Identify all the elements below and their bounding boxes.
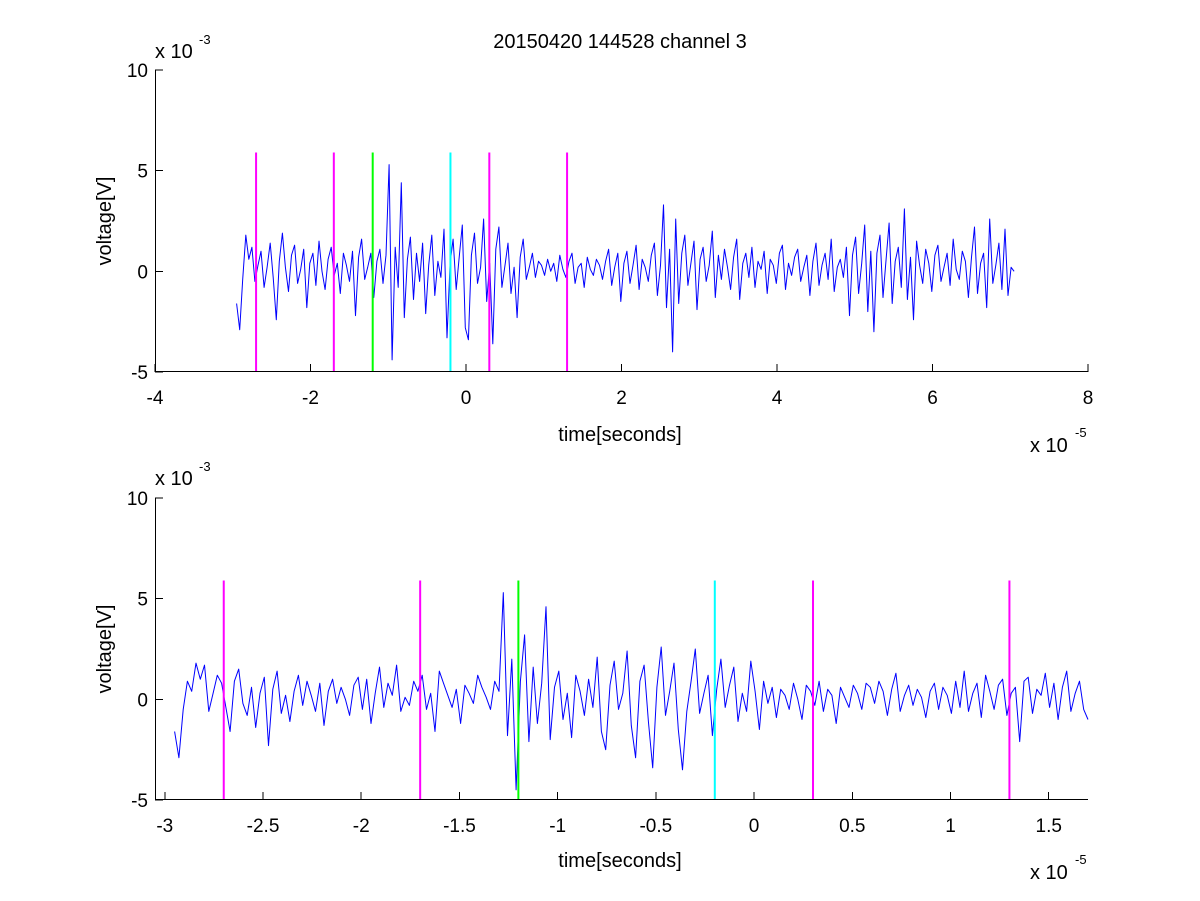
x-tick-label: -1.5 [443,816,476,837]
x-tick-label: 0 [461,388,472,409]
plot-area [174,592,1089,791]
x-exponent-base: x 10 [1030,435,1068,457]
x-tick-label: -0.5 [639,816,672,837]
y-tick-label: 5 [137,590,148,611]
y-exponent-power: -3 [199,32,211,47]
x-exponent-label: x 10 -5 [1030,852,1087,884]
axes-frame [155,498,1088,800]
x-tick-label: 0.5 [839,816,865,837]
top-subplot: 20150420 144528 channel 3 x 10 -3 -4 -2 0 2… [94,31,1093,457]
x-exponent-label: x 10 -5 [1030,425,1087,457]
x-tick-label: 6 [927,388,938,409]
y-exponent-power: -3 [199,459,211,474]
x-tick-label: 8 [1083,388,1094,409]
voltage-trace-line [236,164,1015,361]
event-markers [255,152,569,372]
x-tick-label: 1.5 [1036,816,1062,837]
x-tick-label: -2 [353,816,370,837]
y-exponent-label: x 10 -3 [155,459,211,490]
y-tick-label: 10 [127,489,148,510]
x-tick-label: 2 [616,388,627,409]
x-tick-label: -1 [549,816,566,837]
plot-area [236,164,1015,361]
y-tick-label: 5 [137,162,148,183]
axis-ticks: -4 -2 0 2 4 6 8 -5 0 5 10 [127,61,1093,409]
x-tick-label: -3 [156,816,173,837]
x-tick-label: -2.5 [247,816,280,837]
x-tick-label: 0 [749,816,760,837]
y-axis-title: voltage[V] [94,177,116,266]
x-axis-title: time[seconds] [558,850,681,872]
y-tick-label: 0 [137,690,148,711]
event-markers [222,580,1011,800]
voltage-trace-line [174,592,1089,791]
chart-title: 20150420 144528 channel 3 [493,31,747,53]
y-exponent-base: x 10 [155,41,193,63]
y-tick-label: -5 [131,363,148,384]
x-tick-label: -4 [147,388,164,409]
x-exponent-base: x 10 [1030,862,1068,884]
x-tick-label: -2 [302,388,319,409]
x-exponent-power: -5 [1075,852,1087,867]
y-axis-title: voltage[V] [94,605,116,694]
x-tick-label: 4 [772,388,783,409]
y-exponent-base: x 10 [155,468,193,490]
x-exponent-power: -5 [1075,425,1087,440]
y-tick-label: 10 [127,61,148,82]
y-exponent-label: x 10 -3 [155,32,211,63]
y-tick-label: -5 [131,791,148,812]
bottom-subplot: x 10 -3 -3 -2.5 -2 -1.5 -1 -0.5 0 0.5 1 1.5 -5 0 5 10… [94,459,1089,884]
x-axis-title: time[seconds] [558,424,681,446]
x-tick-label: 1 [945,816,956,837]
y-tick-label: 0 [137,262,148,283]
axis-ticks: -3 -2.5 -2 -1.5 -1 -0.5 0 0.5 1 1.5 -5 0 5 10 [127,489,1062,837]
